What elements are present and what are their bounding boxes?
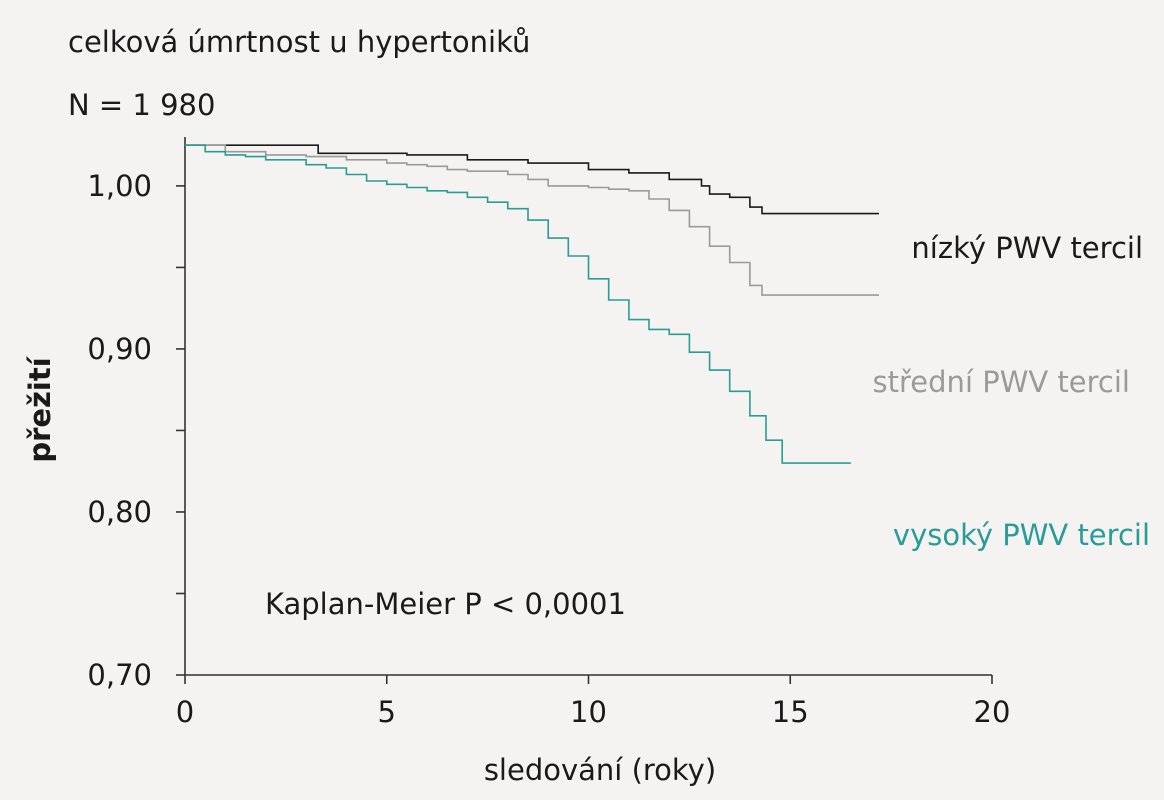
chart-subtitle: N = 1 980 xyxy=(68,88,215,122)
chart-title: celková úmrtnost u hypertoniků xyxy=(68,25,530,59)
series-line-mid xyxy=(185,144,879,296)
y-axis-label: přežití xyxy=(23,355,57,462)
series-label-mid: střední PWV tercil xyxy=(873,365,1130,399)
x-axis-label: sledování (roky) xyxy=(484,753,716,787)
x-tick-label-1: 5 xyxy=(378,695,396,729)
x-tick-label-3: 15 xyxy=(772,695,809,729)
x-tick-label-4: 20 xyxy=(974,695,1011,729)
x-axis-ticks: 0 5 10 15 20 xyxy=(176,675,1011,729)
series-label-high: vysoký PWV tercil xyxy=(893,518,1150,552)
y-tick-label-1: 0,80 xyxy=(87,495,152,529)
y-axis-ticks: 0,70 0,80 0,90 1,00 xyxy=(87,169,185,692)
y-tick-label-2: 0,90 xyxy=(87,332,152,366)
series-line-low xyxy=(185,144,879,215)
y-tick-label-3: 1,00 xyxy=(87,169,152,203)
x-tick-label-0: 0 xyxy=(176,695,194,729)
series-layer xyxy=(185,144,879,464)
series-label-low: nízký PWV tercil xyxy=(911,231,1143,265)
annotation-kaplan-meier: Kaplan-Meier P < 0,0001 xyxy=(265,587,626,621)
x-tick-label-2: 10 xyxy=(570,695,607,729)
series-line-high xyxy=(185,144,851,464)
y-tick-label-0: 0,70 xyxy=(87,658,152,692)
